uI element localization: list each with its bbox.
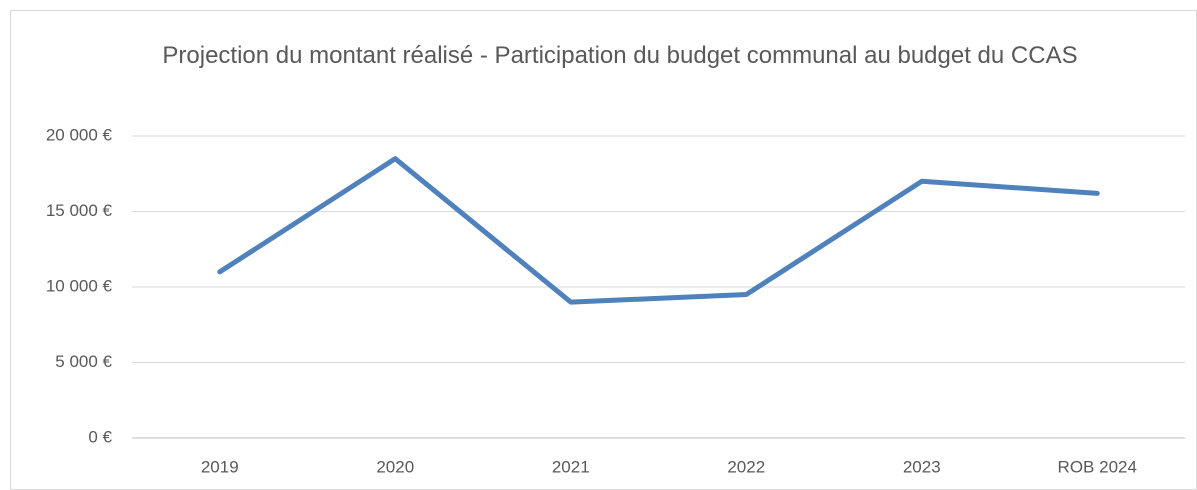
- x-tick-label: 2023: [903, 457, 941, 476]
- x-tick-label: ROB 2024: [1058, 457, 1137, 476]
- x-tick-label: 2022: [727, 457, 765, 476]
- chart-title: Projection du montant réalisé - Particip…: [162, 42, 1078, 69]
- y-tick-label: 5 000 €: [55, 352, 112, 371]
- x-tick-label: 2020: [376, 457, 414, 476]
- y-tick-label: 0 €: [88, 427, 112, 446]
- line-series: [217, 156, 1100, 305]
- y-tick-label: 10 000 €: [46, 276, 113, 295]
- x-tick-label: 2021: [552, 457, 590, 476]
- x-tick-label: 2019: [201, 457, 239, 476]
- chart-border: [10, 10, 1197, 490]
- y-tick-label: 20 000 €: [46, 125, 113, 144]
- y-tick-label: 15 000 €: [46, 201, 113, 220]
